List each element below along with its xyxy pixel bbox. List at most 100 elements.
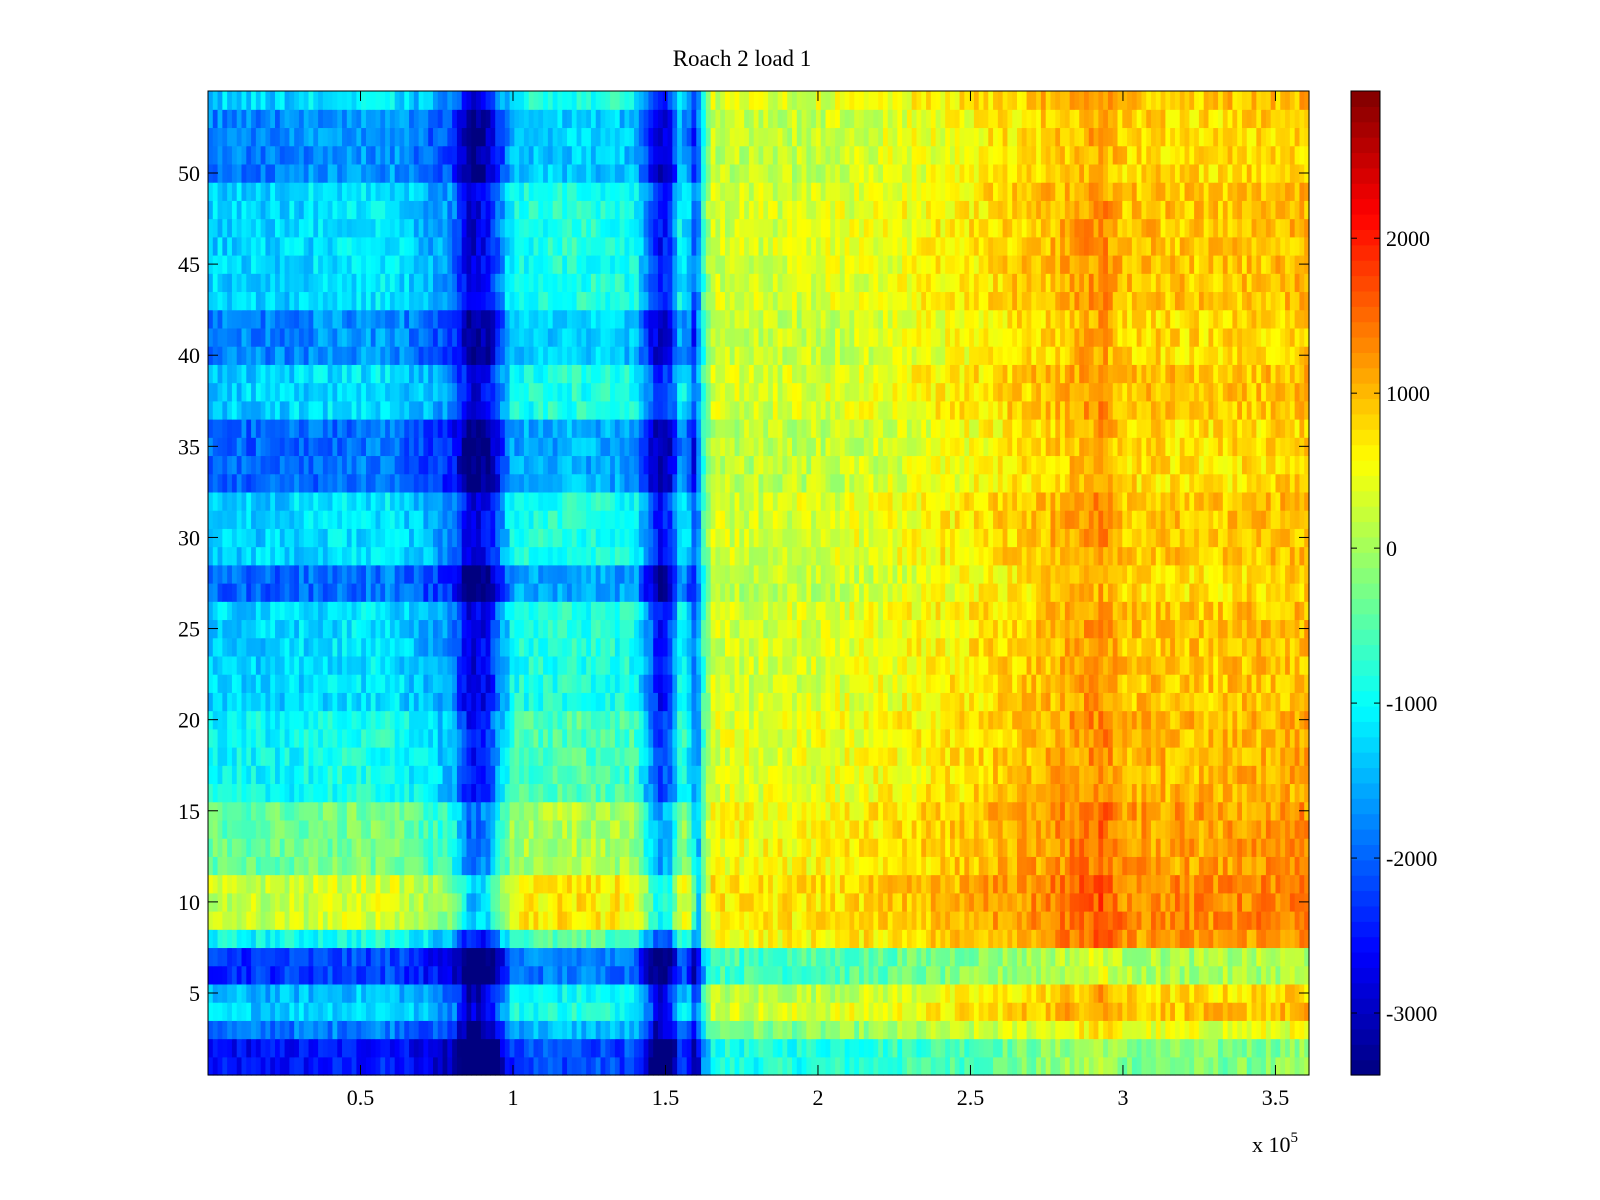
heatmap-cell bbox=[255, 911, 262, 930]
heatmap-cell bbox=[432, 819, 439, 839]
heatmap-cell bbox=[428, 856, 434, 876]
heatmap-cell bbox=[308, 947, 314, 967]
heatmap-cell bbox=[571, 947, 578, 967]
heatmap-cell bbox=[782, 929, 788, 949]
heatmap-cell bbox=[1275, 747, 1281, 766]
heatmap-cell bbox=[686, 965, 693, 985]
heatmap-cell bbox=[217, 1020, 223, 1040]
heatmap-cell bbox=[289, 728, 295, 748]
heatmap-cell bbox=[878, 1056, 884, 1076]
heatmap-cell bbox=[236, 838, 243, 857]
heatmap-cell bbox=[954, 838, 961, 857]
heatmap-cell bbox=[964, 947, 970, 967]
heatmap-cell bbox=[212, 1056, 219, 1076]
heatmap-cell bbox=[1179, 1038, 1186, 1058]
heatmap-cell bbox=[758, 838, 764, 857]
heatmap-cell bbox=[332, 783, 338, 803]
heatmap-cell bbox=[792, 838, 798, 857]
heatmap-cell bbox=[906, 947, 913, 967]
heatmap-cell bbox=[638, 856, 645, 876]
heatmap-cell bbox=[528, 765, 535, 785]
heatmap-cell bbox=[298, 1002, 305, 1021]
heatmap-cell bbox=[1146, 801, 1152, 821]
heatmap-cell bbox=[576, 874, 582, 894]
heatmap-cell bbox=[1112, 692, 1119, 712]
heatmap-cell bbox=[1093, 692, 1099, 712]
heatmap-cell bbox=[571, 801, 578, 821]
heatmap-cell bbox=[1299, 728, 1305, 748]
heatmap-cell bbox=[1141, 692, 1147, 712]
heatmap-cell bbox=[1203, 765, 1210, 785]
heatmap-cell bbox=[509, 783, 515, 803]
heatmap-cell bbox=[562, 765, 568, 785]
heatmap-cell bbox=[911, 983, 918, 1003]
heatmap-cell bbox=[241, 783, 247, 803]
heatmap-cell bbox=[1064, 819, 1071, 839]
heatmap-cell bbox=[1198, 747, 1205, 766]
heatmap-cell bbox=[1280, 1002, 1286, 1021]
heatmap-cell bbox=[1208, 838, 1214, 857]
heatmap-cell bbox=[284, 947, 290, 967]
heatmap-cell bbox=[1275, 819, 1281, 839]
heatmap-cell bbox=[911, 692, 918, 712]
heatmap-cell bbox=[926, 838, 932, 857]
heatmap-cell bbox=[787, 692, 793, 712]
heatmap-cell bbox=[1151, 929, 1157, 949]
heatmap-cell bbox=[346, 1002, 353, 1021]
heatmap-cell bbox=[610, 819, 616, 839]
heatmap-cell bbox=[456, 947, 463, 967]
heatmap-cell bbox=[1064, 747, 1071, 766]
heatmap-cell bbox=[590, 1038, 597, 1058]
heatmap-cell bbox=[677, 983, 683, 1003]
heatmap-cell bbox=[265, 838, 271, 857]
heatmap-cell bbox=[322, 674, 329, 693]
heatmap-cell bbox=[1246, 983, 1253, 1003]
heatmap-cell bbox=[648, 801, 654, 821]
heatmap-cell bbox=[356, 983, 362, 1003]
heatmap-cell bbox=[1304, 947, 1310, 967]
heatmap-cell bbox=[1036, 819, 1042, 839]
heatmap-cell bbox=[514, 838, 520, 857]
heatmap-cell bbox=[926, 747, 932, 766]
heatmap-cell bbox=[624, 728, 630, 748]
heatmap-cell bbox=[236, 911, 243, 930]
heatmap-cell bbox=[380, 892, 386, 912]
heatmap-cell bbox=[308, 765, 314, 785]
heatmap-cell bbox=[1103, 783, 1109, 803]
heatmap-cell bbox=[485, 1002, 492, 1021]
heatmap-cell bbox=[1060, 692, 1066, 712]
heatmap-cell bbox=[217, 728, 223, 748]
heatmap-cell bbox=[270, 819, 276, 839]
heatmap-cell bbox=[787, 983, 793, 1003]
heatmap-cell bbox=[1261, 929, 1267, 949]
heatmap-cell bbox=[782, 674, 788, 693]
heatmap-cell bbox=[466, 1056, 472, 1076]
heatmap-cell bbox=[1170, 856, 1176, 876]
heatmap-cell bbox=[562, 947, 568, 967]
heatmap-cell bbox=[236, 710, 243, 730]
heatmap-cell bbox=[1165, 747, 1171, 766]
heatmap-cell bbox=[275, 892, 281, 912]
heatmap-cell bbox=[657, 856, 664, 876]
heatmap-cell bbox=[906, 710, 913, 730]
heatmap-cell bbox=[294, 1020, 300, 1040]
heatmap-cell bbox=[471, 874, 477, 894]
heatmap-cell bbox=[332, 1056, 338, 1076]
heatmap-cell bbox=[988, 1038, 994, 1058]
heatmap-cell bbox=[370, 728, 377, 748]
heatmap-cell bbox=[227, 983, 233, 1003]
heatmap-cell bbox=[231, 692, 238, 712]
heatmap-cell bbox=[724, 1020, 731, 1040]
heatmap-cell bbox=[523, 728, 530, 748]
heatmap-cell bbox=[1251, 874, 1257, 894]
heatmap-cell bbox=[452, 911, 458, 930]
heatmap-cell bbox=[1055, 929, 1061, 949]
heatmap-cell bbox=[466, 728, 472, 748]
heatmap-cell bbox=[744, 783, 750, 803]
heatmap-cell bbox=[356, 1020, 362, 1040]
heatmap-cell bbox=[940, 929, 946, 949]
heatmap-cell bbox=[1103, 819, 1109, 839]
heatmap-cell bbox=[485, 911, 492, 930]
heatmap-cell bbox=[691, 819, 697, 839]
heatmap-cell bbox=[514, 765, 520, 785]
